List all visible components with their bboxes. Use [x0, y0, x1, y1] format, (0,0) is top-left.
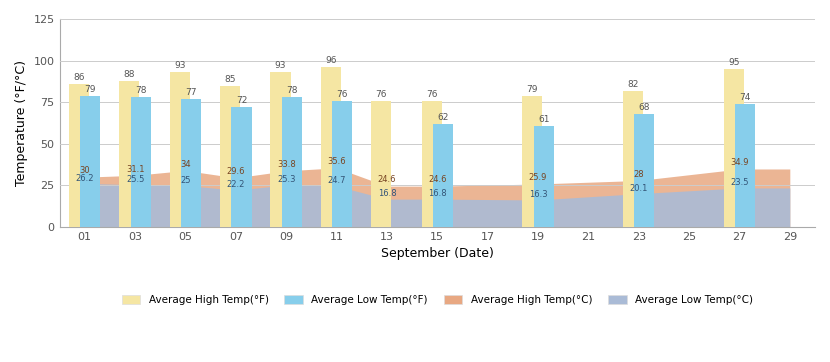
Text: 25.9: 25.9	[529, 173, 547, 182]
Bar	[120, 81, 139, 227]
Bar	[81, 96, 100, 227]
Text: 62: 62	[437, 113, 449, 122]
Bar	[271, 72, 290, 227]
Bar	[433, 124, 453, 227]
Text: 16.8: 16.8	[378, 189, 396, 198]
Text: 68: 68	[638, 103, 650, 112]
Text: 20.1: 20.1	[629, 184, 648, 193]
Bar	[422, 101, 442, 227]
Text: 82: 82	[627, 80, 639, 89]
Bar	[522, 96, 543, 227]
Bar	[332, 101, 352, 227]
Bar	[724, 69, 744, 227]
Text: 96: 96	[325, 56, 337, 65]
Text: 93: 93	[275, 61, 286, 70]
Text: 31.1: 31.1	[126, 165, 144, 174]
Text: 25: 25	[180, 176, 191, 185]
Text: 76: 76	[426, 89, 437, 98]
Text: 34: 34	[180, 160, 191, 169]
Text: 88: 88	[124, 70, 135, 79]
Bar	[181, 99, 201, 227]
Text: 24.6: 24.6	[378, 176, 396, 185]
Bar	[634, 114, 655, 227]
Bar	[232, 107, 251, 227]
Text: 16.3: 16.3	[529, 190, 547, 199]
Text: 93: 93	[174, 61, 186, 70]
Text: 77: 77	[185, 88, 197, 97]
Text: 26.2: 26.2	[76, 174, 94, 183]
Text: 61: 61	[538, 114, 549, 123]
Bar	[534, 126, 554, 227]
X-axis label: September (Date): September (Date)	[381, 248, 494, 261]
Bar	[69, 84, 89, 227]
Text: 85: 85	[224, 75, 236, 84]
Bar	[281, 97, 302, 227]
Text: 25.3: 25.3	[277, 175, 295, 184]
Text: 16.8: 16.8	[428, 189, 447, 198]
Bar	[220, 85, 240, 227]
Text: 24.7: 24.7	[327, 176, 346, 185]
Text: 29.6: 29.6	[227, 167, 245, 176]
Text: 28: 28	[633, 170, 644, 179]
Text: 76: 76	[336, 89, 348, 98]
Bar	[623, 90, 643, 227]
Bar	[371, 101, 391, 227]
Text: 33.8: 33.8	[276, 160, 295, 169]
Text: 78: 78	[135, 86, 147, 95]
Bar	[130, 97, 151, 227]
Text: 74: 74	[740, 93, 751, 102]
Y-axis label: Temperature (°F/°C): Temperature (°F/°C)	[15, 60, 28, 186]
Text: 25.5: 25.5	[126, 175, 144, 184]
Text: 86: 86	[73, 73, 85, 82]
Text: 72: 72	[236, 96, 247, 105]
Text: 30: 30	[80, 167, 90, 176]
Text: 78: 78	[286, 86, 298, 95]
Text: 95: 95	[728, 58, 740, 67]
Text: 76: 76	[375, 89, 387, 98]
Bar	[169, 72, 190, 227]
Text: 79: 79	[526, 85, 538, 93]
Bar	[735, 104, 755, 227]
Text: 23.5: 23.5	[730, 178, 749, 187]
Legend: Average High Temp(°F), Average Low Temp(°F), Average High Temp(°C), Average Low : Average High Temp(°F), Average Low Temp(…	[118, 291, 757, 309]
Text: 22.2: 22.2	[227, 180, 245, 189]
Text: 34.9: 34.9	[730, 158, 749, 167]
Text: 35.6: 35.6	[327, 157, 346, 166]
Text: 24.6: 24.6	[428, 176, 447, 185]
Bar	[321, 67, 341, 227]
Text: 79: 79	[85, 85, 96, 93]
